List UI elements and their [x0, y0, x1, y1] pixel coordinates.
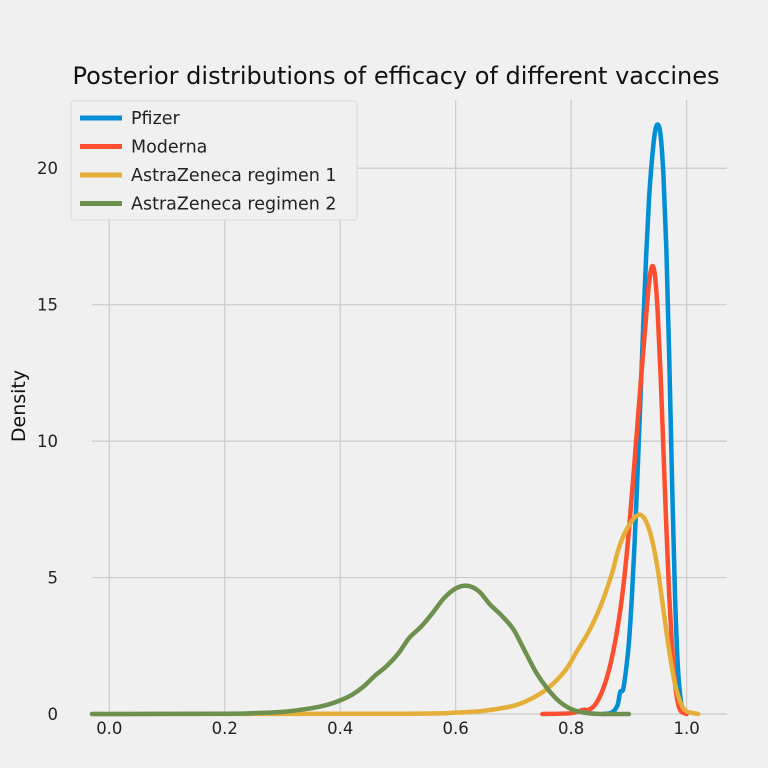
- y-tick-label: 5: [48, 569, 59, 588]
- y-axis-label: Density: [8, 370, 30, 442]
- legend-label-moderna: Moderna: [131, 138, 207, 158]
- x-tick-label: 0.0: [96, 719, 122, 738]
- x-tick-label: 0.8: [558, 719, 584, 738]
- chart-title: Posterior distributions of efficacy of d…: [72, 62, 719, 90]
- series-lines: [89, 122, 701, 717]
- legend-label-pfizer: Pfizer: [131, 109, 181, 129]
- x-tick-label: 0.4: [327, 719, 353, 738]
- y-tick-label: 15: [37, 296, 58, 315]
- series-line-astrazeneca-regimen-2: [89, 583, 632, 717]
- y-tick-label: 10: [37, 432, 58, 451]
- x-tick-label: 1.0: [673, 719, 699, 738]
- y-tick-label: 20: [37, 159, 58, 178]
- legend-box: [70, 100, 358, 221]
- series-line-astrazeneca-regimen-1: [89, 512, 701, 717]
- legend: Pfizer Moderna AstraZeneca regimen 1 AstraZ…: [70, 100, 358, 221]
- series-line-moderna: [540, 263, 689, 717]
- x-tick-label: 0.2: [212, 719, 238, 738]
- legend-label-astrazeneca-regimen-1: AstraZeneca regimen 1: [131, 166, 337, 186]
- legend-label-astrazeneca-regimen-2: AstraZeneca regimen 2: [131, 195, 337, 215]
- x-tick-label: 0.6: [443, 719, 469, 738]
- y-tick-label: 0: [48, 705, 59, 724]
- tick-labels: 0.0 0.2 0.4 0.6 0.8 1.0 0 5 10 15 20: [37, 159, 700, 738]
- series-line-pfizer: [600, 122, 689, 717]
